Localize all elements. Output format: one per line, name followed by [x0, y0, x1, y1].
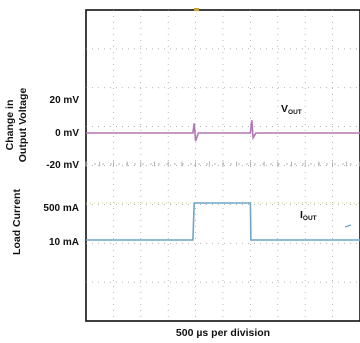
series-line-iout — [86, 202, 360, 241]
tick-label-20mv: 20 mV — [50, 95, 80, 106]
series-label-iout: IOUT — [300, 209, 317, 222]
series-label-vout: VOUT — [281, 103, 302, 116]
tick-label-0mv: 0 mV — [55, 128, 79, 139]
iout-marker-tick — [344, 224, 352, 228]
trigger-marker — [194, 8, 199, 11]
grid — [85, 10, 360, 321]
tick-label-minus-20mv: -20 mV — [46, 160, 79, 171]
x-axis-label: 500 µs per division — [176, 327, 270, 339]
series-line-vout — [86, 120, 360, 142]
y-group-label-voltage-line2: Output Voltage — [17, 88, 29, 163]
y-group-label-voltage-line1: Change in — [4, 100, 16, 151]
tick-label-10ma: 10 mA — [49, 237, 79, 248]
y-group-label-current: Load Current — [11, 189, 23, 255]
tick-label-500ma: 500 mA — [43, 203, 79, 214]
